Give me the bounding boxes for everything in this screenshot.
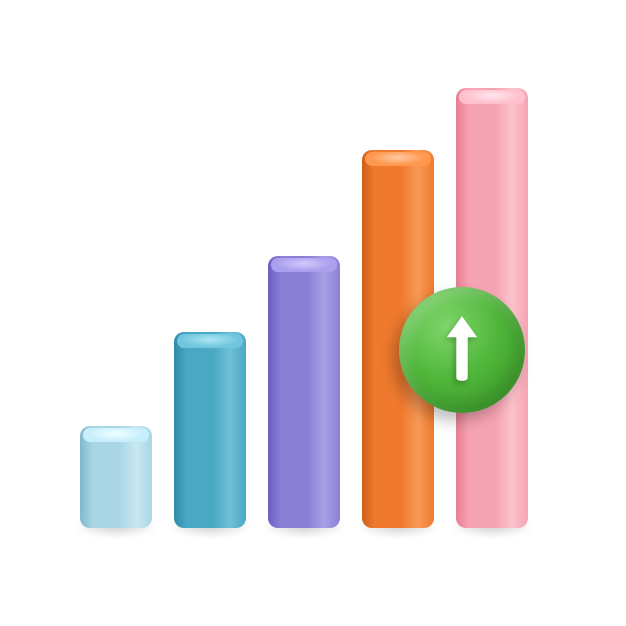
- bar-top: [83, 428, 149, 442]
- bar-top: [177, 334, 243, 348]
- arrow-up-icon: [443, 314, 481, 384]
- bar-2: [174, 332, 246, 528]
- bar-top: [365, 152, 431, 166]
- growth-badge: [399, 287, 525, 413]
- bar-front: [174, 332, 246, 528]
- bar-3: [268, 256, 340, 528]
- bar-front: [268, 256, 340, 528]
- bar-top: [271, 258, 337, 272]
- growth-bar-chart: [0, 0, 626, 626]
- bar-top: [459, 90, 525, 104]
- bar-1: [80, 426, 152, 528]
